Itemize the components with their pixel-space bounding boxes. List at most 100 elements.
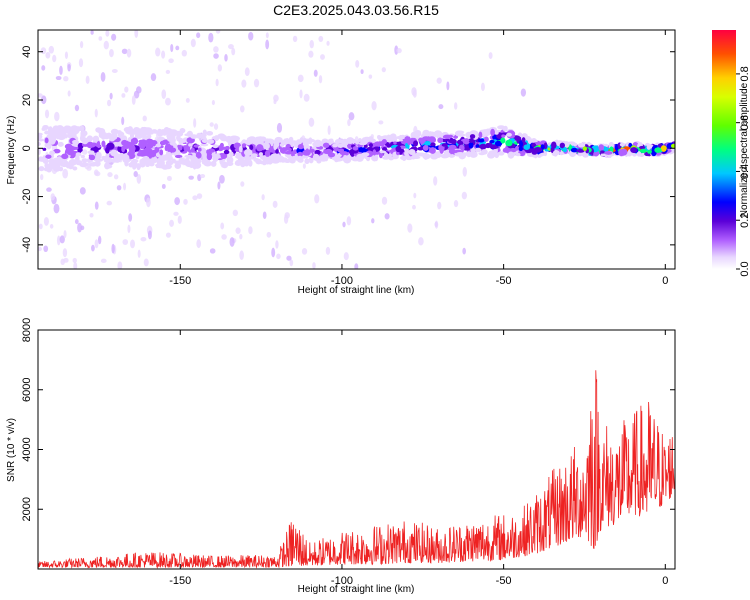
spectrogram-cell: [77, 222, 82, 233]
spectrogram-cell: [276, 122, 283, 133]
spectrogram-cell: [383, 152, 389, 159]
spectrogram-cell: [381, 196, 388, 205]
spectrogram-cell: [219, 174, 225, 184]
spectrogram-cell: [478, 131, 483, 139]
spectrogram-cell: [59, 131, 65, 138]
spectrogram-cell: [55, 75, 62, 81]
spectrogram-cell: [509, 148, 517, 153]
spectrogram-cell: [159, 149, 164, 156]
spectrogram-cell: [188, 149, 193, 153]
spectrogram-cell: [378, 136, 384, 142]
spectrogram-cell: [172, 131, 182, 136]
spectrogram-cell: [164, 127, 173, 134]
spectrogram-cell: [619, 142, 626, 147]
spectrogram-cell: [325, 246, 331, 255]
spectrogram-cell: [134, 30, 139, 38]
spectrogram-cell: [598, 144, 605, 151]
spectrogram-cell: [53, 148, 61, 154]
spectrogram-cell: [666, 143, 674, 149]
spectrogram-cell: [117, 261, 123, 269]
spectrogram-cell: [215, 30, 221, 34]
spectrogram-cell: [121, 93, 126, 98]
colorbar-tick-label: 0.8: [739, 66, 750, 81]
spectrogram-cell: [97, 235, 102, 245]
spectrogram-cell: [186, 130, 193, 138]
snr-y-tick-label: 8000: [21, 318, 33, 342]
spectrogram-cell: [286, 255, 292, 261]
spectrogram-cell: [220, 136, 229, 142]
spectrogram-cell: [150, 73, 157, 81]
spectrogram-cell: [209, 122, 214, 127]
spectrogram-cell: [275, 240, 279, 249]
spectrogram-cell: [56, 235, 61, 246]
spectrogram-cell: [378, 120, 384, 125]
spectrogram-cell: [213, 135, 220, 142]
spectrogram-cell: [468, 138, 474, 143]
spectrogram-cell: [78, 160, 82, 166]
spectrogram-cell: [417, 146, 424, 151]
spectrogram-cell: [256, 136, 265, 143]
spectrogram-cell: [477, 138, 485, 143]
spectrogram-cell: [411, 134, 417, 138]
spectrogram-cell: [312, 153, 320, 161]
spectrogram-cell: [228, 151, 234, 158]
spectrogram-cell: [393, 141, 397, 145]
spectrogram-cell: [296, 155, 304, 163]
spectrogram-cell: [654, 147, 662, 153]
spectrogram-cell: [348, 112, 355, 121]
spectrogram-cell: [100, 258, 107, 264]
spectrogram-cell: [111, 33, 117, 41]
spectrogram-cell: [175, 162, 179, 167]
spectrogram-cell: [527, 137, 533, 144]
spectrogram-cell: [113, 174, 119, 180]
spectrogram-cell: [427, 131, 437, 138]
spectrogram-cell: [44, 137, 49, 144]
spectrogram-cell: [121, 154, 130, 162]
spectrogram-cell: [86, 141, 95, 149]
spectrogram-cell: [332, 143, 339, 148]
spectrogram-cell: [139, 139, 148, 147]
spectrogram-cell: [116, 185, 122, 191]
spectrogram-cell: [62, 168, 69, 179]
spectrogram-cell: [240, 181, 245, 187]
spectrogram-cell: [49, 164, 58, 169]
spectrogram-y-ticks: -40 -20 0 20 40: [21, 46, 675, 253]
spectrogram-cell: [418, 237, 424, 246]
spectrogram-cell: [639, 145, 646, 150]
spectrogram-cell: [131, 159, 139, 163]
spectrogram-cell: [123, 182, 127, 191]
spectrogram-cell: [45, 52, 51, 59]
spectrogram-cell: [670, 143, 675, 149]
spectrogram-cell: [105, 146, 110, 154]
spectrogram-cell: [235, 227, 241, 234]
spectrogram-cell: [484, 128, 492, 136]
spectrogram-cell: [248, 136, 256, 140]
spectrogram-cell: [168, 134, 176, 141]
spectrogram-cell: [371, 101, 377, 111]
spectrogram-cell: [326, 139, 331, 143]
spectrogram-cell: [438, 104, 444, 110]
spectrogram-cell: [122, 239, 129, 245]
spectrogram-cell: [413, 192, 417, 199]
spectrogram-cell: [212, 144, 219, 149]
spectrogram-cell: [639, 148, 647, 153]
spectrogram-cell: [74, 219, 79, 225]
spectrogram-cell: [101, 156, 110, 161]
spectrogram-cell: [413, 140, 419, 147]
spectrogram-cell: [40, 47, 47, 55]
spectrogram-cell: [63, 127, 73, 133]
spectrogram-cell: [221, 146, 230, 150]
spectrogram-cell: [42, 158, 49, 164]
spectrogram-cell: [301, 248, 308, 255]
spectrogram-cell: [155, 47, 161, 57]
spectrogram-cell: [196, 32, 201, 39]
spectrogram-x-tick-label: -50: [496, 275, 512, 287]
spectrogram-cell: [346, 137, 355, 145]
spectrogram-cell: [133, 171, 138, 178]
spectrogram-cell: [600, 153, 606, 157]
spectrogram-cell: [398, 134, 403, 142]
spectrogram-cell: [308, 50, 314, 58]
spectrogram-cell: [414, 130, 422, 137]
spectrogram-cell: [455, 151, 465, 156]
spectrogram-cell: [147, 230, 152, 240]
